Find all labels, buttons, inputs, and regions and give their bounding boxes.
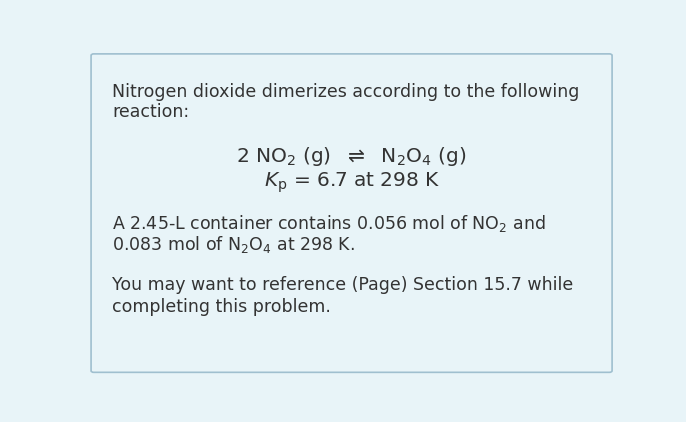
FancyBboxPatch shape: [91, 54, 612, 372]
Text: You may want to reference (Page) Section 15.7 while: You may want to reference (Page) Section…: [113, 276, 573, 295]
Text: A 2.45-L container contains 0.056 mol of NO$_2$ and: A 2.45-L container contains 0.056 mol of…: [113, 213, 546, 234]
Text: 2 NO$_2$ (g)  $\rightleftharpoons$  N$_2$O$_4$ (g): 2 NO$_2$ (g) $\rightleftharpoons$ N$_2$O…: [237, 145, 466, 168]
Text: completing this problem.: completing this problem.: [113, 298, 331, 316]
Text: Nitrogen dioxide dimerizes according to the following: Nitrogen dioxide dimerizes according to …: [113, 83, 580, 101]
Text: reaction:: reaction:: [113, 103, 189, 121]
Text: $K_\mathrm{p}$ = 6.7 at 298 K: $K_\mathrm{p}$ = 6.7 at 298 K: [263, 171, 440, 195]
Text: 0.083 mol of N$_2$O$_4$ at 298 K.: 0.083 mol of N$_2$O$_4$ at 298 K.: [113, 234, 355, 255]
